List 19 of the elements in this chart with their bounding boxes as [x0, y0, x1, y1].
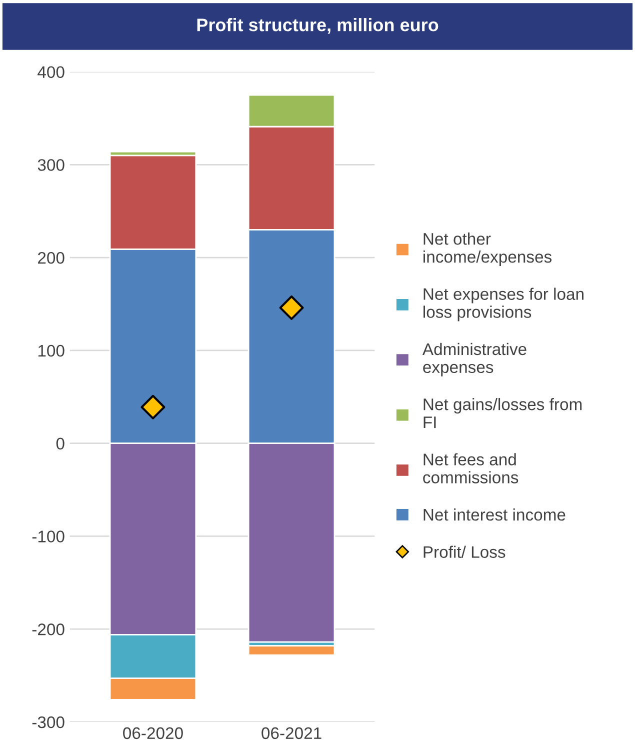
y-tick-label: 300 — [38, 159, 64, 171]
y-tick-label: -100 — [32, 530, 64, 542]
legend-label: Net other income/expenses — [424, 232, 552, 266]
legend-label: Net fees and commissions — [423, 453, 518, 484]
y-tick-label: -300 — [32, 716, 64, 728]
legend-label: Net interest income — [424, 508, 566, 521]
y-tick-label: -200 — [32, 624, 64, 636]
y-tick-label: 200 — [38, 252, 64, 264]
y-tick-label: 100 — [38, 344, 64, 357]
legend-label: Profit/ Loss — [424, 546, 506, 558]
legend-label: Net expenses for loan loss provisions — [424, 288, 584, 322]
legend-label: Net gains/losses from FI — [424, 398, 582, 428]
chart-title: Profit structure, million euro — [197, 18, 438, 34]
x-tick-label: 06-2020 — [123, 727, 183, 740]
bar — [248, 645, 336, 656]
y-tick-label: 0 — [56, 438, 64, 450]
legend-label: Administrative expenses — [422, 342, 526, 376]
x-tick-label: 06-2021 — [262, 727, 322, 740]
y-tick-label: 400 — [38, 66, 64, 78]
